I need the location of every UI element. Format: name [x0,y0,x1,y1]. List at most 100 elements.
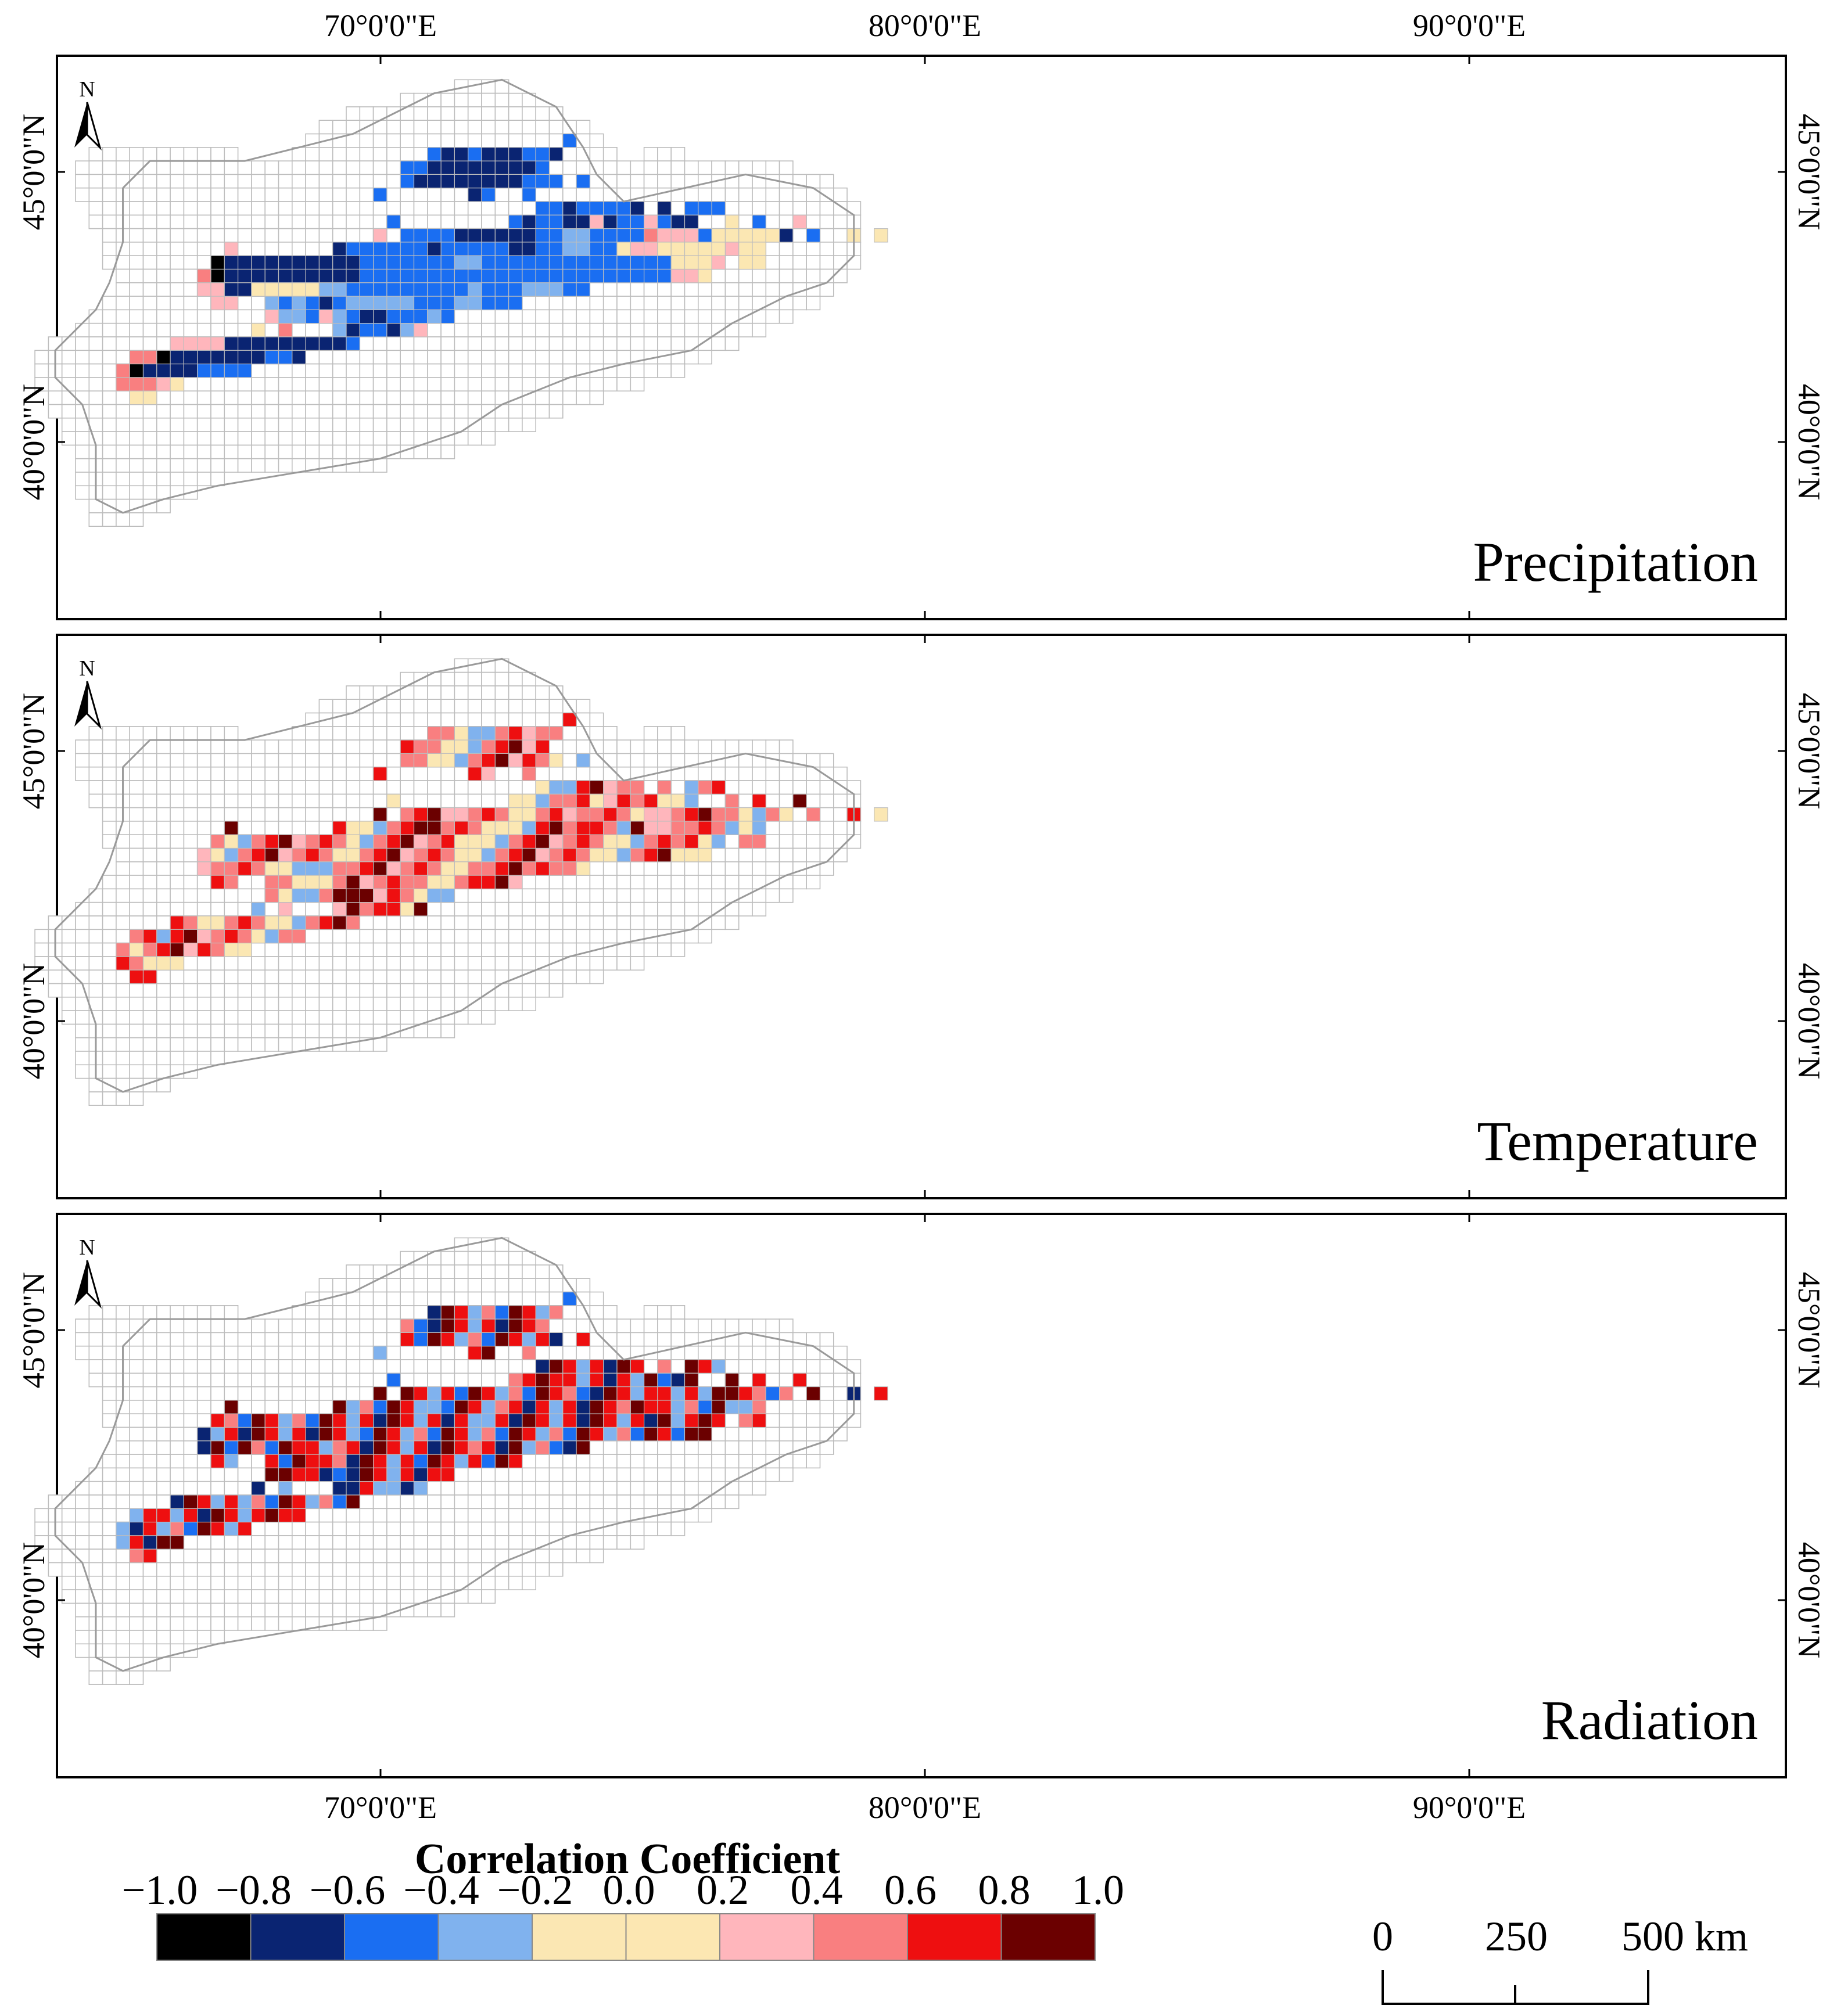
grid-cell [237,242,252,256]
grid-cell [778,1318,794,1334]
grid-cell [426,214,442,229]
grid-cell [522,685,537,700]
correlation-cell [481,834,496,849]
grid-cell [806,875,821,890]
grid-cell [183,821,198,836]
grid-cell [481,1535,496,1550]
correlation-cell [210,861,225,876]
grid-cell [846,255,862,270]
correlation-cell [698,268,712,283]
grid-cell [156,1576,171,1590]
correlation-cell [305,1494,320,1509]
correlation-cell [508,875,523,889]
grid-cell [196,1548,211,1564]
grid-cell [129,915,144,930]
grid-cell [170,282,185,297]
correlation-cell [589,807,604,822]
grid-cell [196,793,211,808]
grid-cell [170,969,185,984]
grid-cell [237,888,252,903]
grid-cell [291,1372,306,1388]
grid-cell [494,780,510,795]
correlation-cell [508,1440,523,1455]
colorbar-swatches [156,1913,1096,1961]
grid-cell [657,147,672,161]
correlation-cell [494,1305,510,1320]
grid-cell [467,1562,482,1577]
grid-cell [210,956,225,971]
grid-cell [386,336,401,351]
grid-cell [711,915,726,930]
grid-cell [711,847,726,863]
grid-cell [711,282,726,297]
grid-cell [196,417,211,432]
correlation-cell [318,255,333,270]
grid-cell [508,1521,523,1536]
grid-cell [88,726,103,741]
grid-cell [440,793,455,808]
correlation-cell [183,942,198,957]
grid-cell [116,282,130,297]
grid-cell [440,1345,455,1360]
correlation-cell [630,228,645,243]
grid-cell [129,404,144,419]
correlation-cell [427,753,442,768]
correlation-cell [481,861,496,876]
grid-cell [142,861,157,876]
grid-cell [346,1548,361,1564]
grid-cell [426,106,442,121]
grid-cell [724,875,740,890]
grid-cell [576,699,591,714]
grid-cell [454,1535,469,1550]
grid-cell [589,1548,604,1564]
grid-cell [291,1400,306,1414]
grid-cell [251,753,265,768]
grid-cell [467,1494,482,1510]
correlation-cell [292,929,306,944]
correlation-cell [346,888,360,903]
correlation-cell [657,268,672,283]
grid-cell [318,444,333,459]
correlation-cell [156,1535,171,1550]
grid-cell [129,1616,144,1631]
correlation-cell [630,214,645,229]
correlation-cell [292,847,306,863]
grid-cell [752,861,767,876]
grid-cell [494,983,510,998]
grid-cell [278,1037,293,1052]
grid-cell [129,1480,144,1496]
grid-cell [522,875,537,890]
grid-cell [278,201,293,216]
correlation-cell [481,739,496,754]
correlation-cell [292,1426,306,1442]
correlation-cell [292,309,306,324]
grid-cell [196,431,211,446]
grid-cell [102,888,117,903]
grid-cell [346,187,361,202]
correlation-cell [724,242,740,256]
grid-cell [467,1589,482,1604]
grid-cell [210,201,225,216]
grid-cell [400,336,415,351]
correlation-cell [440,753,455,768]
grid-cell [670,174,686,189]
correlation-cell [468,1305,482,1320]
correlation-cell [711,242,726,256]
grid-cell [129,1426,144,1442]
grid-cell [129,1023,144,1038]
grid-cell [589,875,604,890]
grid-cell [264,1372,279,1388]
grid-cell [305,942,320,957]
grid-cell [196,1010,211,1025]
grid-cell [426,322,442,337]
correlation-cell [630,242,645,256]
grid-cell [440,187,455,202]
grid-cell [156,1359,171,1374]
grid-cell [616,739,632,754]
grid-cell [522,915,537,930]
grid-cell [508,983,523,998]
grid-cell [129,739,144,754]
grid-cell [210,1023,225,1038]
grid-cell [589,282,604,297]
